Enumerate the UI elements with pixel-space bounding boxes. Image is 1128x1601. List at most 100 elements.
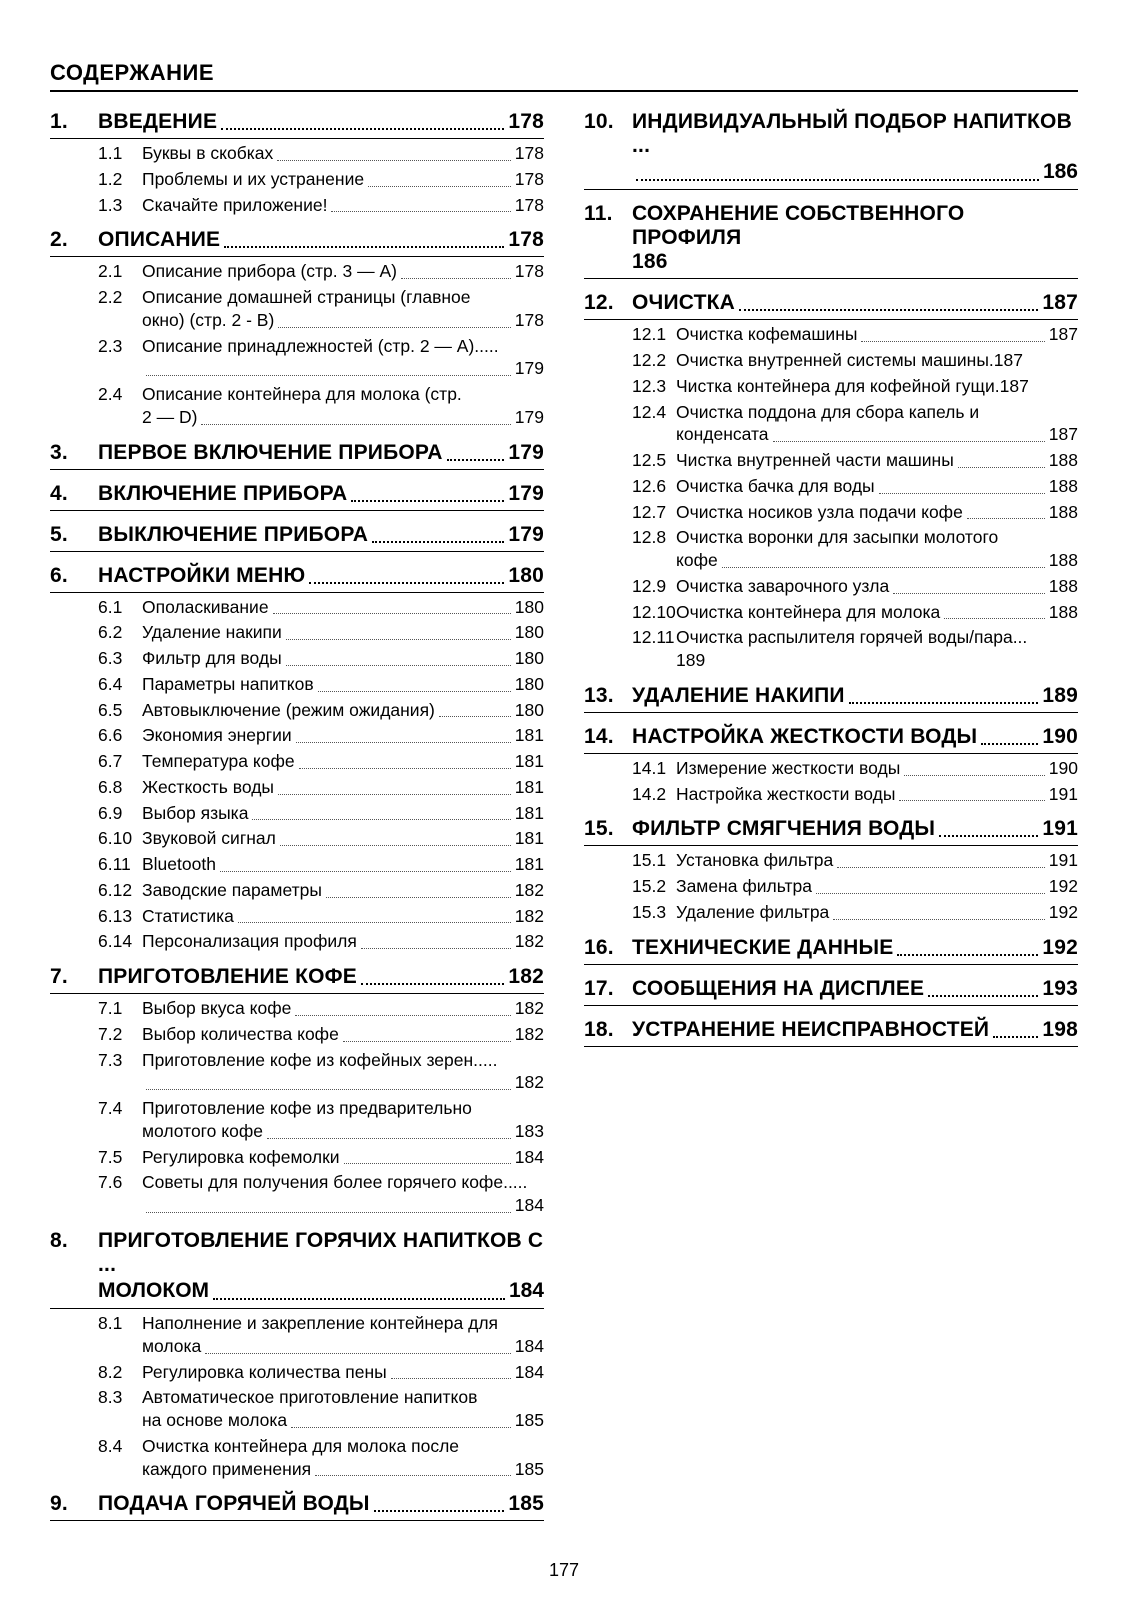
section-header: 4.ВКЛЮЧЕНИЕ ПРИБОРА 179 <box>50 476 544 511</box>
section-title-wrap: УДАЛЕНИЕ НАКИПИ 189 <box>632 684 1078 708</box>
sub-item: 8.4Очистка контейнера для молока после <box>50 1432 544 1458</box>
leader <box>238 922 511 923</box>
toc-section: 13.УДАЛЕНИЕ НАКИПИ 189 <box>584 678 1078 713</box>
sub-page: 181 <box>515 776 544 799</box>
sub-item: 15.3Удаление фильтра192 <box>584 898 1078 924</box>
sub-title: Персонализация профиля <box>142 930 357 953</box>
sub-title-wrap: Приготовление кофе из кофейных зерен....… <box>142 1049 544 1072</box>
section-title: СОХРАНЕНИЕ СОБСТВЕННОГО ПРОФИЛЯ <box>632 202 1078 250</box>
sub-title: Измерение жесткости воды <box>676 757 900 780</box>
section-page: 193 <box>1042 977 1078 1001</box>
sub-item: 6.8Жесткость воды181 <box>50 773 544 799</box>
sub-title: Автоматическое приготовление напитков <box>142 1386 477 1409</box>
sub-item: 6.5Автовыключение (режим ожидания)180 <box>50 696 544 722</box>
sub-title-wrap: Фильтр для воды180 <box>142 647 544 670</box>
section-page: 192 <box>1042 936 1078 960</box>
section-title: ИНДИВИДУАЛЬНЫЙ ПОДБОР НАПИТКОВ <box>632 110 1072 134</box>
sub-title-wrap: Выбор вкуса кофе182 <box>142 997 544 1020</box>
section-title-wrap: ПЕРВОЕ ВКЛЮЧЕНИЕ ПРИБОРА 179 <box>98 441 544 465</box>
sub-number: 12.3 <box>632 375 676 398</box>
sub-number: 14.1 <box>632 757 676 780</box>
section-title-wrap: ИНДИВИДУАЛЬНЫЙ ПОДБОР НАПИТКОВ ... <box>632 110 1078 158</box>
section-page: 198 <box>1042 1018 1078 1042</box>
sub-page: 184 <box>515 1146 544 1169</box>
sub-title-wrap: Приготовление кофе из предварительно <box>142 1097 544 1120</box>
sub-number: 7.2 <box>98 1023 142 1046</box>
sub-title-wrap: Описание контейнера для молока (стр. <box>142 383 544 406</box>
section-title: НАСТРОЙКА ЖЕСТКОСТИ ВОДЫ <box>632 725 977 749</box>
leader <box>343 1041 511 1042</box>
section-page: 179 <box>508 441 544 465</box>
leader <box>252 819 510 820</box>
sub-item: 6.2Удаление накипи180 <box>50 618 544 644</box>
leader <box>277 160 511 161</box>
leader <box>315 1475 511 1476</box>
toc-section: 17.СООБЩЕНИЯ НА ДИСПЛЕЕ 193 <box>584 971 1078 1006</box>
section-number: 10. <box>584 110 632 134</box>
section-title-wrap: НАСТРОЙКИ МЕНЮ 180 <box>98 564 544 588</box>
toc-section: 2.ОПИСАНИЕ 1782.1Описание прибора (стр. … <box>50 222 544 428</box>
title-ellipsis: ... <box>632 134 650 158</box>
sub-number: 7.4 <box>98 1097 142 1120</box>
sub-title-continuation: окно) (стр. 2 - B)178 <box>50 309 544 332</box>
sub-item: 12.6Очистка бачка для воды188 <box>584 472 1078 498</box>
section-title: ВКЛЮЧЕНИЕ ПРИБОРА <box>98 482 347 506</box>
leader <box>967 518 1045 519</box>
sub-title: Приготовление кофе из предварительно <box>142 1097 472 1120</box>
sub-title-continuation: кофе188 <box>584 549 1078 572</box>
sub-number: 1.3 <box>98 194 142 217</box>
sub-page: 187 <box>1049 323 1078 346</box>
sub-title-wrap: Описание домашней страницы (главное <box>142 286 544 309</box>
sub-item: 15.1Установка фильтра191 <box>584 846 1078 872</box>
section-title-wrap: ВВЕДЕНИЕ 178 <box>98 110 544 134</box>
sub-item: 12.9Очистка заварочного узла188 <box>584 572 1078 598</box>
section-page: 185 <box>508 1492 544 1516</box>
leader <box>391 1378 511 1379</box>
sub-title-continuation: 2 — D)179 <box>50 406 544 429</box>
sub-title: Фильтр для воды <box>142 647 282 670</box>
leader <box>309 582 504 584</box>
section-page: 191 <box>1042 817 1078 841</box>
sub-title-wrap: Очистка внутренней системы машины .187 <box>676 349 1078 372</box>
sub-page: 181 <box>515 853 544 876</box>
sub-title: Удаление фильтра <box>676 901 829 924</box>
sub-page: 182 <box>515 930 544 953</box>
sub-title-wrap: Чистка внутренней части машины188 <box>676 449 1078 472</box>
sub-item: 12.11Очистка распылителя горячей воды/па… <box>584 623 1078 649</box>
sub-title-wrap: Замена фильтра192 <box>676 875 1078 898</box>
sub-title: Настройка жесткости воды <box>676 783 895 806</box>
section-number: 4. <box>50 482 98 506</box>
sub-number: 6.14 <box>98 930 142 953</box>
section-title-continuation: 186 <box>584 158 1078 190</box>
sub-title-wrap: Ополаскивание180 <box>142 596 544 619</box>
section-page: 178 <box>508 110 544 134</box>
sub-title-wrap: Статистика182 <box>142 905 544 928</box>
sub-item: 2.1Описание прибора (стр. 3 — A)178 <box>50 257 544 283</box>
sub-title-continuation: 179 <box>50 357 544 380</box>
sub-title-wrap: Проблемы и их устранение178 <box>142 168 544 191</box>
sub-number: 12.2 <box>632 349 676 372</box>
leader <box>201 424 510 425</box>
toc-section: 15.ФИЛЬТР СМЯГЧЕНИЯ ВОДЫ 19115.1Установк… <box>584 811 1078 923</box>
sub-title-wrap: Чистка контейнера для кофейной гущи .187 <box>676 375 1078 398</box>
sub-item: 12.3Чистка контейнера для кофейной гущи … <box>584 372 1078 398</box>
leader <box>273 613 511 614</box>
leader <box>318 691 511 692</box>
section-number: 12. <box>584 291 632 315</box>
sub-number: 6.7 <box>98 750 142 773</box>
sub-number: 1.2 <box>98 168 142 191</box>
leader <box>739 309 1038 311</box>
section-header: 5.ВЫКЛЮЧЕНИЕ ПРИБОРА 179 <box>50 517 544 552</box>
sub-page: 181 <box>515 750 544 773</box>
sub-number: 8.1 <box>98 1312 142 1335</box>
sub-title-wrap: Очистка контейнера для молока188 <box>676 601 1078 624</box>
sub-title-wrap: Очистка поддона для сбора капель и <box>676 401 1078 424</box>
sub-page: 187 <box>994 349 1023 372</box>
section-number: 9. <box>50 1492 98 1516</box>
sub-title-wrap: Автоматическое приготовление напитков <box>142 1386 544 1409</box>
leader <box>146 375 511 376</box>
sub-title: Выбор языка <box>142 802 248 825</box>
leader <box>351 500 504 502</box>
section-header: 11.СОХРАНЕНИЕ СОБСТВЕННОГО ПРОФИЛЯ 186 <box>584 196 1078 279</box>
sub-item: 8.1Наполнение и закрепление контейнера д… <box>50 1309 544 1335</box>
